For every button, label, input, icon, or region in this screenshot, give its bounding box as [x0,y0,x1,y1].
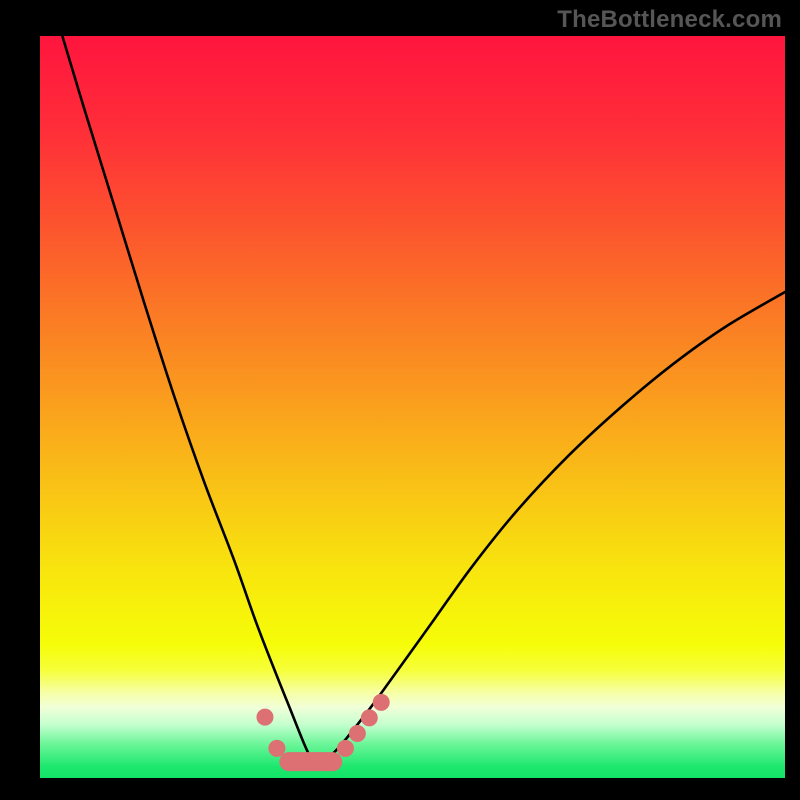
marker-dot [361,710,377,726]
chart-frame: TheBottleneck.com [0,0,800,800]
marker-dot [257,709,273,725]
trough-marker-bar [280,753,342,771]
marker-dot [337,740,353,756]
marker-dot [349,725,365,741]
marker-dot [373,694,389,710]
bottleneck-chart [40,36,785,778]
plot-area [40,36,785,778]
watermark-text: TheBottleneck.com [557,6,782,34]
marker-dot [269,740,285,756]
gradient-background [40,36,785,778]
